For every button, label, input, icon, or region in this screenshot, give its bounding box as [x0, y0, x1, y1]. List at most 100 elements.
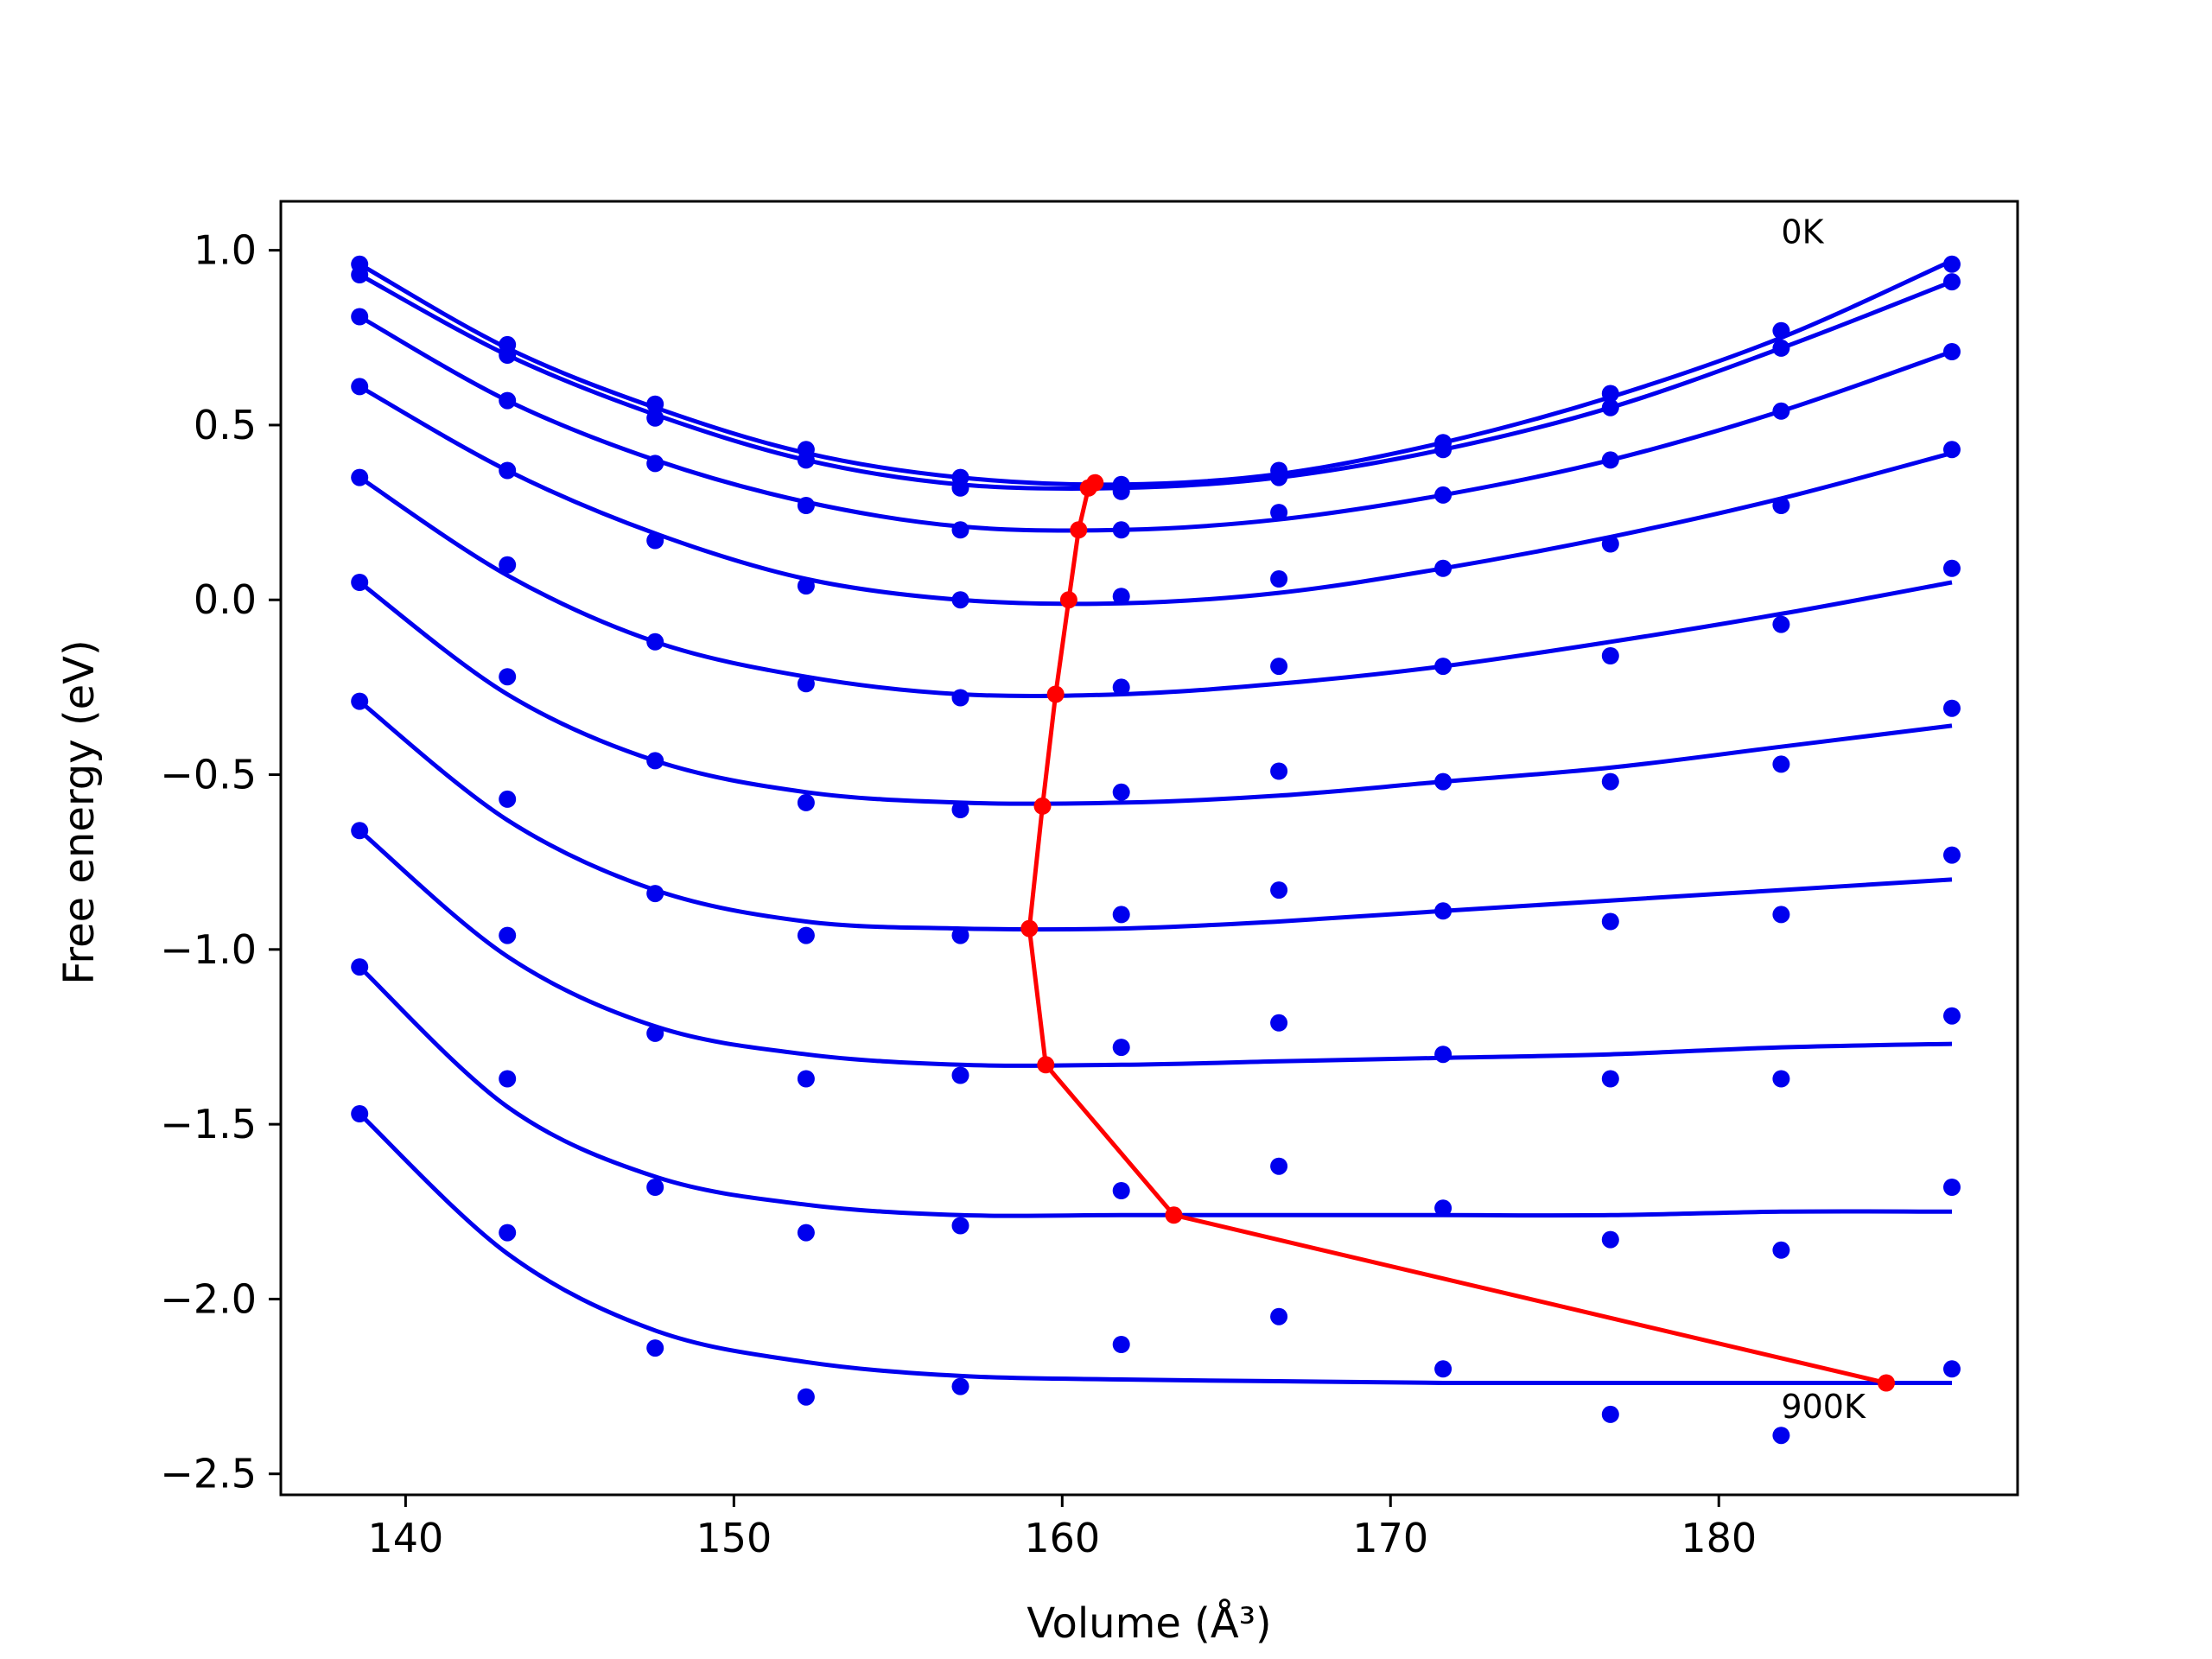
data-point	[1601, 398, 1619, 416]
data-point	[797, 675, 815, 693]
data-point	[1772, 1241, 1790, 1259]
annotations: 0K 900K	[1781, 213, 1866, 1426]
data-point	[646, 1024, 664, 1042]
data-point	[1943, 441, 1961, 459]
data-point	[1270, 658, 1288, 676]
data-point	[1270, 1014, 1288, 1032]
data-point	[646, 395, 664, 413]
x-axis-ticks: 140 150 160 170 180	[367, 1495, 1757, 1561]
data-point	[351, 574, 369, 591]
data-point	[1270, 570, 1288, 588]
data-point	[1772, 1427, 1790, 1445]
minimum-point	[1070, 521, 1088, 539]
y-tick-label: −2.5	[160, 1451, 257, 1497]
data-point	[1943, 1360, 1961, 1378]
data-point	[351, 822, 369, 840]
data-point	[1434, 772, 1452, 791]
data-point	[1112, 1336, 1130, 1353]
data-point	[499, 461, 517, 480]
data-point	[499, 1070, 517, 1088]
data-point	[1772, 402, 1790, 420]
data-point	[499, 346, 517, 364]
data-point	[1112, 1039, 1130, 1057]
data-point	[646, 752, 664, 770]
data-point	[1112, 906, 1130, 924]
y-tick-label: 0.0	[194, 576, 257, 623]
data-point	[351, 308, 369, 326]
data-point	[1943, 1007, 1961, 1025]
data-point	[646, 454, 664, 473]
minima-path	[1020, 474, 1895, 1392]
data-point	[499, 556, 517, 574]
data-point	[1434, 658, 1452, 676]
data-point	[1434, 486, 1452, 504]
y-tick-label: −0.5	[160, 752, 257, 798]
data-point	[646, 1339, 664, 1357]
data-point	[351, 468, 369, 486]
fit-curve-9	[358, 1112, 1952, 1386]
data-point	[1601, 772, 1619, 791]
data-point	[1772, 615, 1790, 633]
y-tick-label: −2.0	[160, 1275, 257, 1322]
annotation-label: 0K	[1781, 213, 1824, 251]
data-point	[351, 958, 369, 976]
data-point	[1270, 1307, 1288, 1325]
fit-curve-7	[358, 829, 1953, 1068]
data-point	[499, 1224, 517, 1242]
data-point	[951, 479, 969, 497]
data-point	[797, 451, 815, 469]
x-axis-label: Volume (Å³)	[1027, 1599, 1271, 1648]
data-point	[1601, 1230, 1619, 1249]
data-point	[1434, 1360, 1452, 1378]
x-tick-label: 160	[1024, 1515, 1100, 1561]
minimum-point	[1079, 479, 1097, 497]
data-point	[1434, 441, 1452, 459]
fit-curve-8	[358, 965, 1953, 1218]
data-point	[1943, 273, 1961, 291]
data-point	[797, 926, 815, 944]
data-point	[951, 1066, 969, 1084]
data-point	[351, 1105, 369, 1122]
data-point	[646, 632, 664, 651]
data-point	[1772, 755, 1790, 773]
data-point	[1601, 535, 1619, 553]
minimum-point	[1037, 1056, 1055, 1074]
data-point	[1943, 559, 1961, 577]
data-point	[1772, 497, 1790, 514]
data-point	[951, 926, 969, 944]
data-point	[1112, 588, 1130, 606]
data-point	[499, 668, 517, 686]
data-point	[797, 793, 815, 811]
minimum-point	[1165, 1206, 1183, 1224]
fit-curve-6	[358, 699, 1953, 932]
y-tick-label: −1.0	[160, 926, 257, 973]
data-point	[797, 1224, 815, 1242]
data-point	[1270, 762, 1288, 780]
data-point	[1112, 1182, 1130, 1199]
x-tick-label: 140	[367, 1515, 443, 1561]
data-point	[1772, 906, 1790, 924]
data-point	[1943, 1179, 1961, 1196]
data-point	[1270, 504, 1288, 522]
data-point	[1434, 559, 1452, 577]
data-point	[1434, 1046, 1452, 1064]
data-point	[1434, 902, 1452, 920]
data-point	[646, 885, 664, 903]
data-point	[1943, 699, 1961, 717]
data-point	[1601, 385, 1619, 403]
y-tick-label: −1.5	[160, 1101, 257, 1147]
data-points	[351, 255, 1961, 1445]
data-point	[1943, 255, 1961, 273]
minimum-point	[1059, 591, 1077, 609]
minimum-point	[1033, 797, 1052, 815]
data-point	[1772, 339, 1790, 357]
data-point	[1772, 321, 1790, 340]
data-point	[797, 1070, 815, 1088]
data-point	[951, 689, 969, 707]
plot-frame	[279, 200, 2019, 1497]
fit-curve-5	[358, 581, 1953, 806]
data-point	[1434, 1199, 1452, 1217]
x-tick-label: 150	[696, 1515, 772, 1561]
data-point	[797, 1388, 815, 1406]
